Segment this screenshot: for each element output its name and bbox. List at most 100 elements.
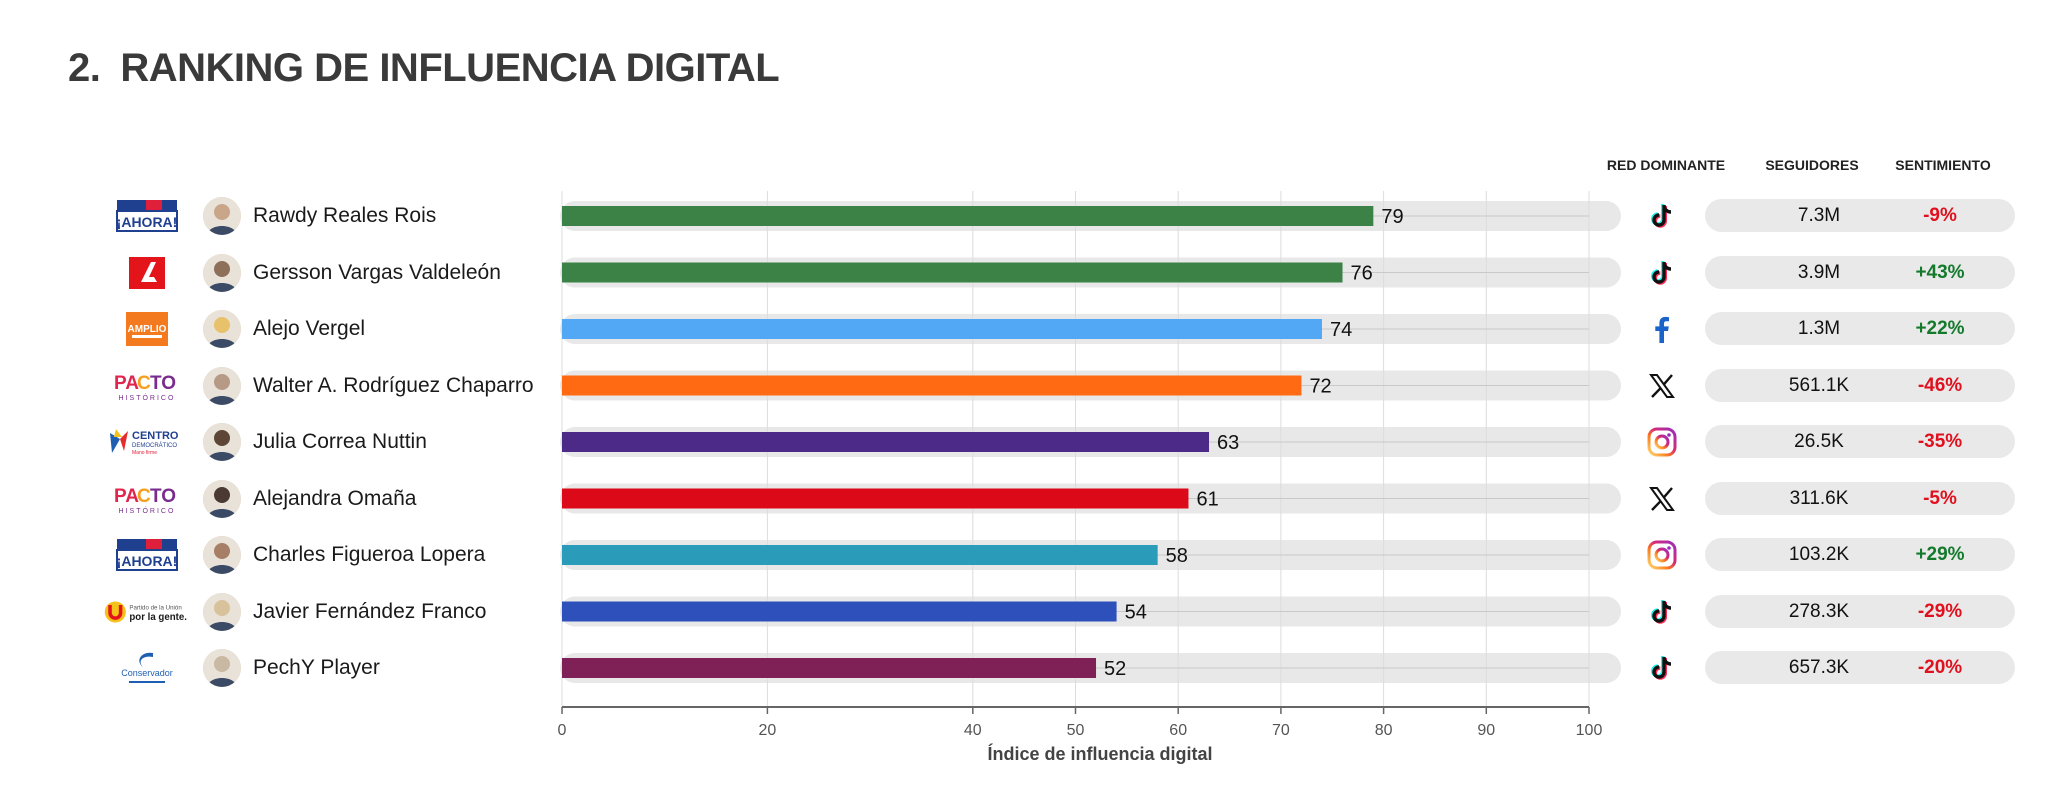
sentiment-value: -9% [1923,205,1957,226]
candidate-name: Rawdy Reales Rois [253,204,437,227]
stats-pill [1705,199,2015,232]
bar-value-label: 76 [1351,263,1373,285]
svg-text:Conservador: Conservador [121,668,173,678]
stats-pill [1705,651,2015,684]
stats-pill [1705,594,2015,628]
followers-value: 7.3M [1797,205,1841,226]
candidate-name: Julia Correa Nuttin [253,430,427,453]
svg-text:TO: TO [150,486,176,507]
followers-value: 3.9M [1797,261,1841,283]
sentiment-value: +43% [1915,261,1965,283]
candidate-name: Alejandra Omaña [253,486,417,510]
svg-text:CENTRO: CENTRO [132,430,179,442]
x-tick-label: 40 [964,722,982,739]
candidate-name: Walter A. Rodríguez Chaparro [253,373,534,397]
bar-value-label: 74 [1330,319,1352,341]
sentiment-value: -5% [1923,487,1957,509]
tiktok-icon [1645,256,1679,290]
stats-pill [1705,368,2015,402]
pacto-historico-logo: PA C TO HISTÓRICO [103,366,191,406]
svg-text:PA: PA [114,373,139,394]
bar-1 [562,206,1374,226]
table-row: Conservador PechY Player 657.3K -20% [0,648,2048,688]
column-header-seguidores: SEGUIDORES [1765,157,1859,173]
bar-value-label: 79 [1381,206,1403,228]
svg-text:HISTÓRICO: HISTÓRICO [119,393,176,402]
svg-text:DEMOCRÁTICO: DEMOCRÁTICO [132,442,177,449]
x-axis-label: Índice de influencia digital [987,744,1213,764]
stats-pill [1705,538,2015,571]
ahora-logo: ¡AHORA! [103,196,191,236]
candidate-name: Gersson Vargas Valdeleón [253,260,501,284]
avatar [203,310,241,348]
tiktok-icon [1645,651,1679,685]
instagram-icon [1645,425,1679,459]
sentiment-value: -35% [1917,431,1963,452]
alianza-verde-logo: AMPLIO [103,309,191,349]
x-tick-label: 70 [1272,722,1290,739]
stats-pill [1705,312,2015,345]
bar-value-label: 54 [1125,602,1147,624]
tiktok-icon [1645,199,1679,233]
facebook-icon [1645,312,1679,346]
avatar [203,253,241,292]
x-tick-label: 20 [759,722,777,739]
table-row: Partido de la Unión por la gente. Javier F… [0,592,2048,632]
svg-text:TO: TO [150,373,176,394]
table-row: PA C TO HISTÓRICO Alejandra Omaña 311.6K -5% [0,479,2048,519]
followers-value: 657.3K [1788,657,1850,678]
pacto-historico-logo: PA C TO HISTÓRICO [103,479,191,519]
table-row: ¡AHORA! Rawdy Reales Rois 7.3M -9% [0,196,2048,236]
column-header-sentimiento: SENTIMIENTO [1895,157,1991,173]
followers-value: 311.6K [1789,487,1849,509]
svg-text:AMPLIO: AMPLIO [128,324,167,335]
svg-text:Mano firme: Mano firme [132,450,157,456]
table-row: AMPLIO Alejo Vergel 1.3M +22% [0,309,2048,349]
followers-value: 1.3M [1797,318,1841,339]
avatar [203,197,241,235]
svg-text:¡AHORA!: ¡AHORA! [117,553,178,569]
followers-value: 278.3K [1788,600,1850,622]
table-row: Gersson Vargas Valdeleón 3.9M +43% [0,253,2048,293]
bar-4 [562,375,1302,396]
bar-6 [562,488,1189,509]
x-icon [1645,369,1679,403]
liberal-logo [103,253,191,293]
page-title: 2. RANKING DE INFLUENCIA DIGITAL [68,46,780,90]
sentiment-value: +22% [1915,318,1965,339]
svg-text:Partido de la Unión: Partido de la Unión [129,604,182,611]
x-tick-label: 50 [1067,722,1085,739]
x-tick-label: 60 [1169,722,1187,739]
bar-3 [562,319,1322,339]
sentiment-value: -20% [1917,657,1963,678]
table-row: PA C TO HISTÓRICO Walter A. Rodríguez Chapar… [0,366,2048,406]
x-tick-label: 0 [558,722,567,739]
followers-value: 103.2K [1788,544,1850,565]
bar-9 [562,658,1097,678]
x-icon [1645,482,1679,516]
centro-democratico-logo: CENTRO DEMOCRÁTICO Mano firme [103,422,191,462]
bar-8 [562,601,1117,622]
instagram-icon [1645,538,1679,572]
partido-conservador-logo: Conservador [103,648,191,688]
avatar [203,536,241,574]
avatar [203,479,241,518]
sentiment-value: +29% [1915,544,1965,565]
bar-value-label: 52 [1104,658,1126,680]
candidate-name: Alejo Vergel [253,317,366,340]
avatar [203,649,241,687]
candidate-name: Javier Fernández Franco [253,599,487,623]
candidate-name: PechY Player [253,656,380,679]
column-header-red-dominante: RED DOMINANTE [1606,157,1726,173]
stats-pill [1705,425,2015,458]
svg-text:HISTÓRICO: HISTÓRICO [119,506,176,515]
sentiment-value: -29% [1917,600,1963,622]
x-tick-label: 90 [1477,722,1495,739]
bar-5 [562,432,1210,452]
bar-value-label: 72 [1309,376,1331,398]
followers-value: 26.5K [1794,431,1844,452]
avatar [203,366,241,405]
avatar [203,592,241,631]
